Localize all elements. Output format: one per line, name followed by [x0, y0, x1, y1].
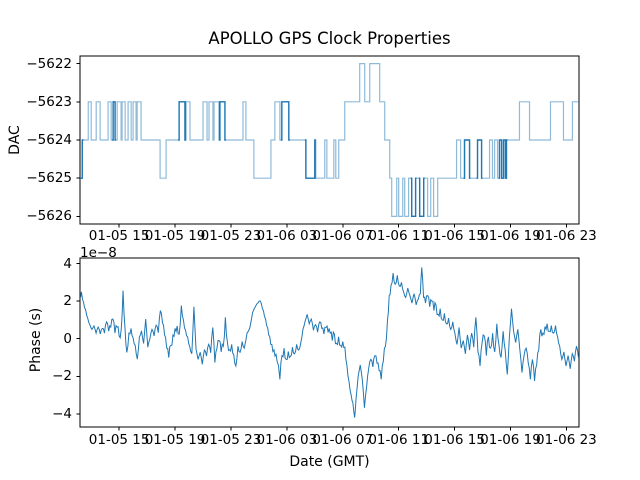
dac-y-tick-label: −5624: [26, 132, 72, 148]
date-axis-label: Date (GMT): [289, 454, 370, 470]
offset-text: 1e−8: [80, 245, 117, 261]
phase-y-tick-label: 4: [63, 255, 72, 272]
axes-frame: [79, 257, 580, 428]
phase-line: [79, 267, 579, 418]
x-tick-label-top: 01-06 23: [536, 227, 597, 244]
chart-title: APOLLO GPS Clock Properties: [208, 29, 451, 48]
x-tick-label-bottom: 01-05 19: [144, 431, 206, 448]
x-tick-label-bottom: 01-05 23: [200, 431, 262, 448]
x-tick-label-bottom: 01-06 03: [256, 431, 318, 448]
x-tick-label-bottom: 01-06 19: [480, 431, 541, 448]
phase-y-tick-label: −4: [52, 405, 72, 422]
x-tick-label-top: 01-06 19: [480, 227, 541, 244]
x-tick-label-top: 01-06 03: [256, 227, 318, 244]
x-tick-label-top: 01-05 23: [200, 227, 262, 244]
x-tick-label-top: 01-06 11: [368, 227, 430, 244]
x-tick-label-top: 01-05 19: [144, 227, 206, 244]
x-tick-label-bottom: 01-06 11: [368, 431, 430, 448]
x-tick-label-bottom: 01-06 15: [424, 431, 485, 448]
x-tick-label-bottom: 01-06 23: [536, 431, 597, 448]
dac-y-tick-label: −5625: [26, 170, 72, 187]
x-tick-label-bottom: 01-06 07: [312, 431, 374, 448]
x-tick-label-top: 01-06 15: [424, 227, 485, 244]
phase-y-tick-label: 2: [63, 293, 72, 310]
dac-y-tick-label: −5626: [26, 208, 72, 225]
dac-y-tick-label: −5622: [26, 55, 72, 72]
x-tick-label-bottom: 01-05 15: [88, 431, 150, 448]
x-tick-label-top: 01-06 07: [312, 227, 374, 244]
dac-y-tick-label: −5623: [26, 93, 72, 110]
phase-y-tick-label: 0: [63, 330, 72, 347]
x-tick-label-top: 01-05 15: [88, 227, 150, 244]
phase-y-tick-label: −2: [52, 368, 72, 385]
